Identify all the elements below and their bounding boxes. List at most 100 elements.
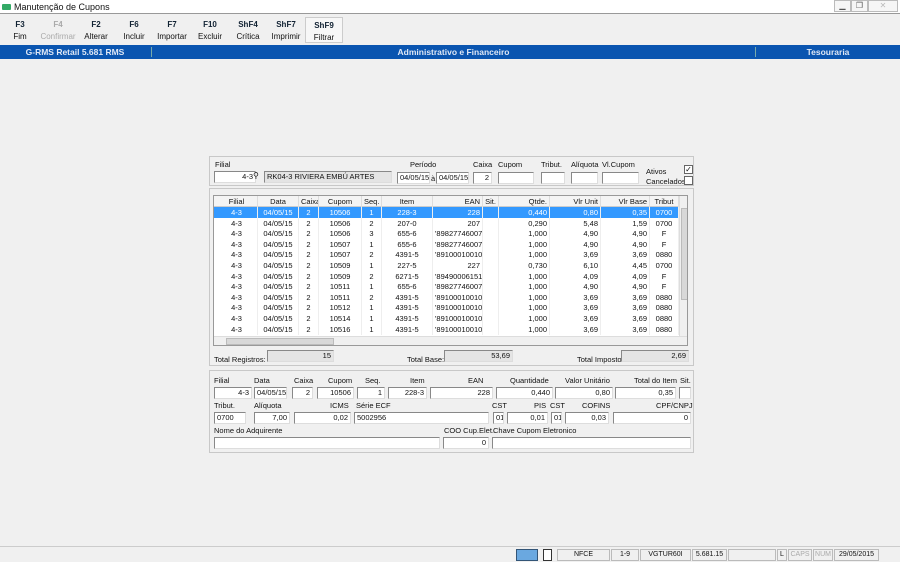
toolbar-button-filtrar[interactable]: ShF9 Filtrar xyxy=(305,17,343,43)
table-row[interactable]: 4-3 04/05/15 2 10511 1 655-6'898277460077 1,00… xyxy=(214,281,679,293)
toolbar-button-fim[interactable]: F3 Fim xyxy=(1,17,39,43)
cell-tribut: F xyxy=(650,281,679,293)
table-row[interactable]: 4-3 04/05/15 2 10506 2 207-0 207 0,290 5,48 1,59 0… xyxy=(214,217,679,229)
table-row[interactable]: 4-3 04/05/15 2 10512 1 4391-5'891000100103 1,0… xyxy=(214,302,679,314)
column-header-seq[interactable]: Seq. xyxy=(362,196,382,207)
total-base-value: 53,69 xyxy=(444,350,513,362)
column-header-caixa[interactable]: Caixa xyxy=(301,196,319,207)
column-header-filial[interactable]: Filial xyxy=(216,196,258,207)
cell-cupom: 10514 xyxy=(319,313,362,324)
tribut-input[interactable]: 0700 xyxy=(214,412,246,424)
table-row[interactable]: 4-3 04/05/15 2 10509 2 6271-5'894900061512 1,0… xyxy=(214,270,679,282)
vunit-input[interactable]: 0,80 xyxy=(555,387,613,399)
toolbar-button-alterar[interactable]: F2 Alterar xyxy=(77,17,115,43)
toolbar-button-excluir[interactable]: F10 Excluir xyxy=(191,17,229,43)
column-header-vlrunit[interactable]: Vlr Unit xyxy=(550,196,601,207)
hscroll-thumb[interactable] xyxy=(226,338,334,345)
data-input[interactable]: 04/05/15 xyxy=(254,387,287,399)
detail-panel: Filial 4-3 Data 04/05/15 Caixa 2 Cupom 10506 Seq… xyxy=(209,370,694,453)
table-row[interactable]: 4-3 04/05/15 2 10511 2 4391-5'891000100103 1,0… xyxy=(214,291,679,303)
total-input[interactable]: 0,35 xyxy=(615,387,676,399)
clipboard-icon xyxy=(543,549,552,561)
status-user: VGTUR60I xyxy=(640,549,691,561)
sit-input[interactable] xyxy=(679,387,691,399)
cell-caixa: 2 xyxy=(299,228,319,240)
binoculars-icon[interactable]: ⚲ xyxy=(253,171,259,180)
toolbar-button-incluir[interactable]: F6 Incluir xyxy=(115,17,153,43)
cupons-grid: Filial Data Caixa Cupom Seq. Item EAN Sit. Qtde.… xyxy=(213,195,688,346)
column-header-cupom[interactable]: Cupom xyxy=(319,196,362,207)
filial-input[interactable]: 4-3 xyxy=(214,171,256,183)
cell-caixa: 2 xyxy=(299,238,319,250)
restore-button[interactable]: ❐ xyxy=(851,0,868,12)
table-row[interactable]: 4-3 04/05/15 2 10507 1 655-6'898277460077 1,00… xyxy=(214,238,679,250)
button-label: Fim xyxy=(13,32,27,41)
cell-data: 04/05/15 xyxy=(258,238,299,250)
vscroll-thumb[interactable] xyxy=(681,208,687,300)
item-input[interactable]: 228-3 xyxy=(388,387,427,399)
cell-data: 04/05/15 xyxy=(258,302,299,314)
table-row[interactable]: 4-3 04/05/15 2 10506 3 655-6'898277460077 1,00… xyxy=(214,228,679,240)
serie-input[interactable]: 5002956 xyxy=(354,412,489,424)
column-header-qtde[interactable]: Qtde. xyxy=(499,196,550,207)
cell-vlrunit: 3,69 xyxy=(550,313,601,324)
toolbar-button-imprimir[interactable]: ShF7 Imprimir xyxy=(267,17,305,43)
toolbar-button-importar[interactable]: F7 Importar xyxy=(153,17,191,43)
seq-input[interactable]: 1 xyxy=(357,387,385,399)
column-header-ean[interactable]: EAN xyxy=(433,196,483,207)
table-row[interactable]: 4-3 04/05/15 2 10507 2 4391-5'891000100103 1,0… xyxy=(214,249,679,261)
cell-qtde: 1,000 xyxy=(499,228,550,240)
column-header-sit[interactable]: Sit. xyxy=(483,196,499,207)
cell-sit xyxy=(483,260,499,271)
minimize-button[interactable]: ▁ xyxy=(834,0,851,12)
filial-input[interactable]: 4-3 xyxy=(214,387,252,399)
table-row[interactable]: 4-3 04/05/15 2 10514 1 4391-5'891000100103 1,0… xyxy=(214,313,679,324)
ativos-checkbox[interactable]: ✓ xyxy=(684,165,693,174)
cell-ean: '898277460077 xyxy=(435,228,483,240)
table-row[interactable]: 4-3 04/05/15 2 10506 1 228-3 228 0,440 0,80 0,35 0… xyxy=(214,207,679,218)
cell-tribut: 0880 xyxy=(650,302,679,314)
periodo-ate-input[interactable]: 04/05/15 xyxy=(436,172,469,184)
horizontal-scrollbar[interactable] xyxy=(214,336,687,345)
aliq-input[interactable]: 7,00 xyxy=(254,412,290,424)
cell-seq: 2 xyxy=(362,217,382,229)
ean-input[interactable]: 228 xyxy=(430,387,493,399)
cupom-label: Cupom xyxy=(328,376,353,385)
cell-vlrbase: 4,90 xyxy=(601,238,650,250)
cancelados-checkbox[interactable] xyxy=(684,176,693,185)
cell-ean: '898277460077 xyxy=(435,238,483,250)
cst1-input[interactable]: 01 xyxy=(493,412,504,424)
coo-input[interactable]: 0 xyxy=(443,437,489,449)
periodo-de-input[interactable]: 04/05/15 xyxy=(397,172,430,184)
chave-input[interactable] xyxy=(492,437,691,449)
nome-input[interactable] xyxy=(214,437,440,449)
cell-caixa: 2 xyxy=(299,249,319,261)
table-row[interactable]: 4-3 04/05/15 2 10516 1 4391-5'891000100103 1,0… xyxy=(214,323,679,335)
tribut-input[interactable] xyxy=(541,172,565,184)
vlcupom-input[interactable] xyxy=(602,172,639,184)
cell-tribut: 0700 xyxy=(650,260,679,271)
vertical-scrollbar[interactable] xyxy=(679,196,687,336)
cell-cupom: 10509 xyxy=(319,260,362,271)
status-date: 29/05/2015 xyxy=(834,549,879,561)
pis-input[interactable]: 0,01 xyxy=(507,412,548,424)
column-header-vlrbase[interactable]: Vlr Base xyxy=(601,196,650,207)
toolbar-button-crítica[interactable]: ShF4 Crítica xyxy=(229,17,267,43)
cell-vlrbase: 4,09 xyxy=(601,270,650,282)
caixa-input[interactable]: 2 xyxy=(292,387,313,399)
cpf-input[interactable]: 0 xyxy=(613,412,691,424)
column-header-item[interactable]: Item xyxy=(382,196,433,207)
column-header-tribut[interactable]: Tribut xyxy=(650,196,679,207)
cofins-input[interactable]: 0,03 xyxy=(565,412,609,424)
close-button[interactable]: ✕ xyxy=(868,0,898,12)
qtd-input[interactable]: 0,440 xyxy=(496,387,553,399)
cupom-input[interactable]: 10506 xyxy=(317,387,354,399)
caixa-input[interactable]: 2 xyxy=(473,172,492,184)
total-registros-label: Total Registros: xyxy=(214,355,266,364)
column-header-data[interactable]: Data xyxy=(258,196,299,207)
cst2-input[interactable]: 01 xyxy=(551,412,562,424)
aliquota-input[interactable] xyxy=(571,172,598,184)
table-row[interactable]: 4-3 04/05/15 2 10509 1 227-5 227 0,730 6,10 4,45 0… xyxy=(214,260,679,271)
icms-input[interactable]: 0,02 xyxy=(294,412,351,424)
cupom-input[interactable] xyxy=(498,172,534,184)
